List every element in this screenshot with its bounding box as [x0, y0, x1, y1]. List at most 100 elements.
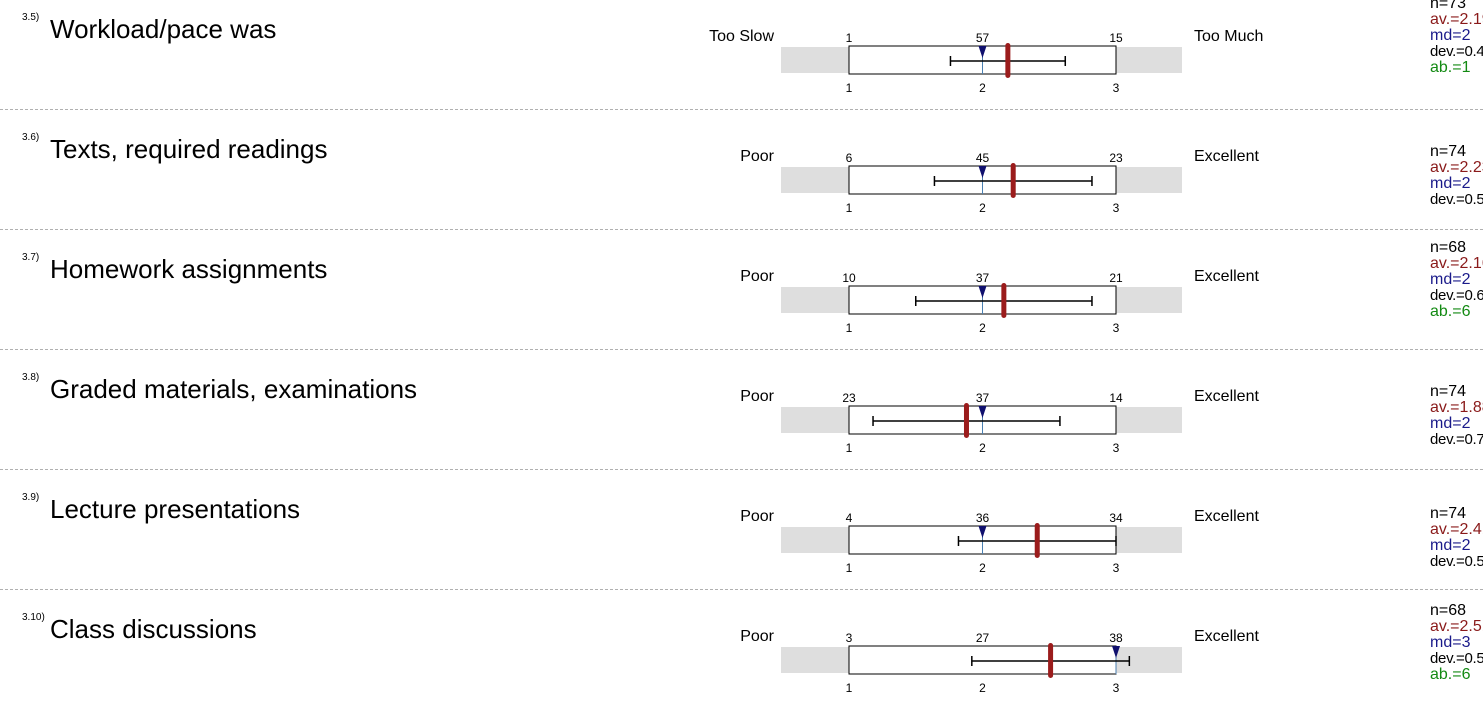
stat-average: av.=2.51 [1430, 618, 1483, 635]
response-count-label: 36 [976, 511, 990, 525]
stat-n: n=74 [1430, 143, 1467, 160]
response-count-label: 23 [842, 391, 856, 405]
scale-right-label: Excellent [1194, 628, 1259, 645]
median-marker [978, 166, 987, 178]
stat-median: md=2 [1430, 537, 1471, 554]
scale-tick-label: 3 [1113, 321, 1120, 335]
stat-abstentions: ab.=6 [1430, 303, 1471, 320]
response-count-label: 37 [976, 271, 990, 285]
row-separator [0, 589, 1483, 590]
stat-n: n=74 [1430, 505, 1467, 522]
question-title: Graded materials, examinations [50, 374, 418, 404]
scale-left-label: Poor [740, 388, 774, 405]
stat-median: md=2 [1430, 175, 1471, 192]
response-count-label: 10 [842, 271, 856, 285]
response-count-label: 3 [846, 631, 853, 645]
stat-median: md=3 [1430, 634, 1471, 651]
question-number: 3.7) [22, 252, 40, 263]
scale-right-label: Excellent [1194, 268, 1259, 285]
row-separator [0, 229, 1483, 230]
scale-tick-label: 2 [979, 321, 986, 335]
stat-average: av.=2.19 [1430, 11, 1483, 28]
scale-left-label: Poor [740, 508, 774, 525]
response-count-label: 15 [1109, 31, 1123, 45]
median-marker [978, 406, 987, 418]
stat-average: av.=2.16 [1430, 255, 1483, 272]
mean-bar [1048, 643, 1054, 678]
question-title: Class discussions [50, 614, 257, 644]
response-count-label: 27 [976, 631, 990, 645]
scale-tick-label: 3 [1113, 561, 1120, 575]
scale-tick-label: 1 [846, 681, 853, 695]
stat-deviation: dev.=0.43 [1430, 43, 1483, 60]
question-number: 3.9) [22, 492, 40, 503]
mean-bar [1010, 163, 1016, 198]
response-count-label: 45 [976, 151, 990, 165]
response-count-label: 14 [1109, 391, 1123, 405]
response-count-label: 57 [976, 31, 990, 45]
stat-n: n=68 [1430, 602, 1467, 619]
response-count-label: 23 [1109, 151, 1123, 165]
stat-median: md=2 [1430, 27, 1471, 44]
response-count-label: 37 [976, 391, 990, 405]
question-title: Texts, required readings [50, 134, 328, 164]
question-title: Lecture presentations [50, 494, 301, 524]
question-number: 3.6) [22, 132, 40, 143]
response-count-label: 38 [1109, 631, 1123, 645]
question-number: 3.5) [22, 12, 40, 23]
scale-left-label: Poor [740, 628, 774, 645]
scale-tick-label: 1 [846, 561, 853, 575]
scale-tick-label: 1 [846, 201, 853, 215]
scale-right-label: Too Much [1194, 28, 1264, 45]
scale-tick-label: 3 [1113, 441, 1120, 455]
scale-tick-label: 3 [1113, 201, 1120, 215]
scale-right-label: Excellent [1194, 388, 1259, 405]
scale-tick-label: 3 [1113, 81, 1120, 95]
rating-scale: 3 27 38 1 2 3 [781, 631, 1182, 695]
question-row: 3.8) Graded materials, examinations Poor Ex… [0, 360, 1483, 480]
mean-bar [1034, 523, 1040, 558]
stat-deviation: dev.=0.66 [1430, 287, 1483, 304]
rating-scale: 1 57 15 1 2 3 [781, 31, 1182, 95]
stat-deviation: dev.=0.59 [1430, 191, 1483, 208]
response-count-label: 34 [1109, 511, 1123, 525]
scale-tick-label: 2 [979, 681, 986, 695]
stat-abstentions: ab.=6 [1430, 666, 1471, 683]
stat-abstentions: ab.=1 [1430, 59, 1471, 76]
scale-tick-label: 3 [1113, 681, 1120, 695]
scale-right-label: Excellent [1194, 148, 1259, 165]
row-separator [0, 469, 1483, 470]
median-marker [1112, 646, 1120, 658]
rating-scale: 10 37 211 2 3 [781, 271, 1182, 335]
response-count-label: 1 [846, 31, 853, 45]
stat-average: av.=2.23 [1430, 159, 1483, 176]
stat-median: md=2 [1430, 271, 1471, 288]
question-row: 3.7) Homework assignments Poor Excellent 10 3… [0, 240, 1483, 360]
row-separator [0, 349, 1483, 350]
stat-deviation: dev.=0.7 [1430, 431, 1483, 448]
median-marker [978, 526, 987, 538]
rating-scale: 6 45 231 2 3 [781, 151, 1182, 215]
question-number: 3.10) [22, 612, 45, 623]
scale-tick-label: 1 [846, 441, 853, 455]
scale-left-label: Too Slow [709, 28, 774, 45]
question-row: 3.5) Workload/pace was Too Slow Too Much 1 57… [0, 0, 1483, 120]
response-count-label: 4 [846, 511, 853, 525]
stat-median: md=2 [1430, 415, 1471, 432]
scale-right-label: Excellent [1194, 508, 1259, 525]
question-row: 3.6) Texts, required readings Poor Excellen… [0, 120, 1483, 240]
rating-scale: 4 36 34 1 2 3 [781, 511, 1182, 575]
scale-left-label: Poor [740, 148, 774, 165]
question-title: Homework assignments [50, 254, 328, 284]
question-number: 3.8) [22, 372, 40, 383]
question-row: 3.9) Lecture presentations Poor Excellent 4 3… [0, 480, 1483, 600]
scale-box [848, 645, 1117, 675]
row-separator [0, 109, 1483, 110]
stat-n: n=68 [1430, 239, 1467, 256]
scale-tick-label: 2 [979, 201, 986, 215]
stat-average: av.=1.88 [1430, 399, 1483, 416]
